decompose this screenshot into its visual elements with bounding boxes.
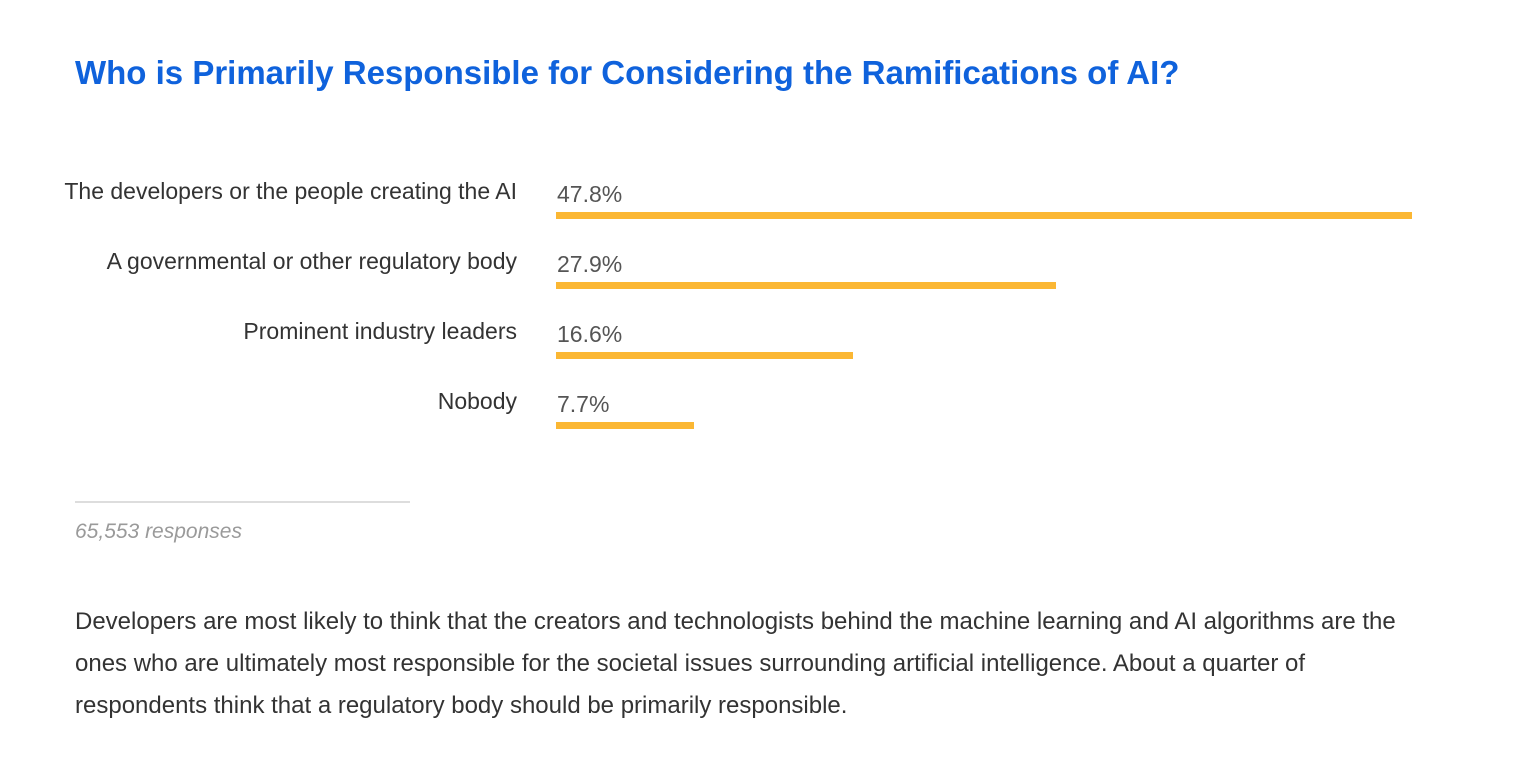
bar: [556, 282, 1056, 289]
chart-description: Developers are most likely to think that…: [75, 608, 1396, 719]
bar-label: Nobody: [437, 388, 517, 414]
bar: [556, 352, 853, 359]
chart-row: A governmental or other regulatory body 2…: [0, 240, 1520, 310]
bar-label: A governmental or other regulatory body: [106, 248, 517, 274]
divider: [75, 501, 410, 503]
bar-value-label: 16.6%: [557, 321, 623, 347]
chart-row: The developers or the people creating th…: [0, 170, 1520, 240]
bar-value-label: 27.9%: [557, 251, 623, 277]
bar-label: Prominent industry leaders: [243, 318, 517, 344]
bar: [556, 422, 694, 429]
chart-row: Nobody 7.7%: [0, 380, 1520, 450]
bar: [556, 212, 1412, 219]
page-title: Who is Primarily Responsible for Conside…: [75, 54, 1180, 91]
bar-label: The developers or the people creating th…: [64, 178, 517, 204]
bar-value-label: 7.7%: [557, 391, 610, 417]
chart-row: Prominent industry leaders 16.6%: [0, 310, 1520, 380]
bar-chart: The developers or the people creating th…: [0, 170, 1520, 450]
bar-value-label: 47.8%: [557, 181, 623, 207]
response-count: 65,553 responses: [75, 520, 242, 543]
